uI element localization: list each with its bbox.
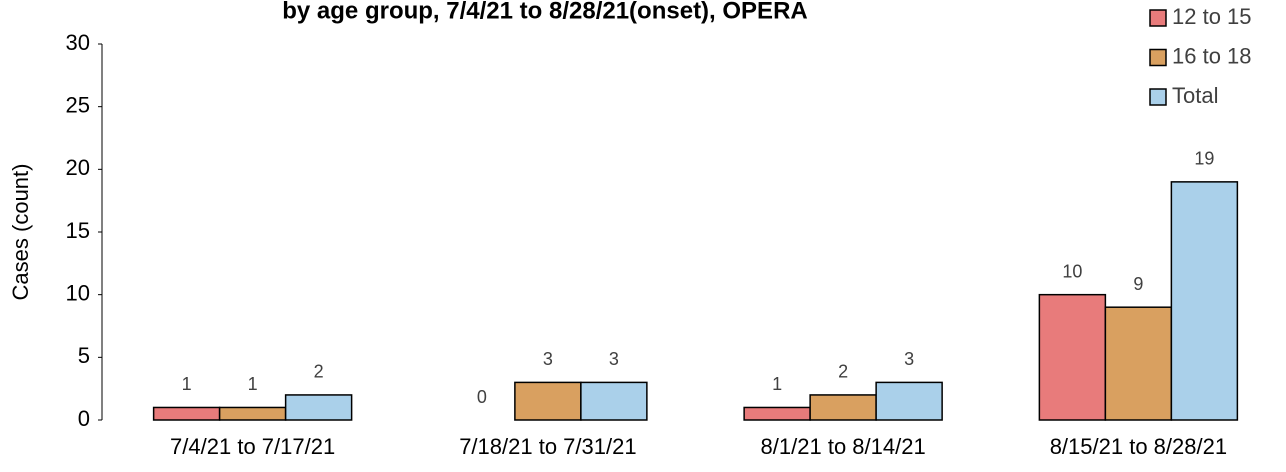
chart-title: by age group, 7/4/21 to 8/28/21(onset), … bbox=[282, 0, 807, 24]
legend-swatch bbox=[1149, 9, 1167, 27]
legend-label: Total bbox=[1172, 83, 1218, 108]
legend-label: 12 to 15 bbox=[1172, 4, 1252, 29]
bar bbox=[580, 381, 648, 421]
x-tick-label: 7/4/21 to 7/17/21 bbox=[170, 434, 335, 459]
legend-swatch bbox=[1149, 88, 1167, 106]
x-tick-label: 8/15/21 to 8/28/21 bbox=[1050, 434, 1227, 459]
y-tick-label: 30 bbox=[66, 30, 90, 55]
y-tick-label: 20 bbox=[66, 155, 90, 180]
bar bbox=[1104, 306, 1173, 421]
legend-swatch bbox=[1149, 48, 1167, 67]
y-tick-label: 5 bbox=[78, 343, 90, 368]
y-tick-label: 10 bbox=[66, 280, 90, 305]
bar bbox=[1170, 181, 1239, 421]
legend-label: 16 to 18 bbox=[1172, 43, 1252, 68]
x-tick-label: 7/18/21 to 7/31/21 bbox=[459, 434, 636, 459]
bar bbox=[809, 394, 877, 421]
y-tick-label: 0 bbox=[78, 406, 90, 431]
x-tick-label: 8/1/21 to 8/14/21 bbox=[761, 434, 926, 459]
data-label: 1 bbox=[772, 374, 782, 394]
data-label: 1 bbox=[248, 374, 258, 394]
y-axis-label: Cases (count) bbox=[8, 164, 33, 301]
data-label: 19 bbox=[1194, 149, 1214, 169]
data-label: 1 bbox=[182, 374, 192, 394]
data-label: 3 bbox=[609, 349, 619, 369]
data-label: 2 bbox=[838, 362, 848, 382]
bar bbox=[743, 406, 811, 421]
bar bbox=[284, 394, 353, 421]
data-label: 3 bbox=[543, 349, 553, 369]
bar bbox=[1038, 293, 1107, 421]
bar bbox=[514, 381, 582, 421]
y-tick-label: 25 bbox=[66, 92, 90, 117]
data-label: 10 bbox=[1062, 261, 1082, 281]
y-tick-label: 15 bbox=[66, 218, 90, 243]
data-label: 0 bbox=[477, 387, 487, 407]
data-label: 2 bbox=[314, 362, 324, 382]
bar bbox=[875, 381, 943, 421]
bar bbox=[152, 406, 221, 421]
data-label: 3 bbox=[904, 349, 914, 369]
data-label: 9 bbox=[1133, 274, 1143, 294]
bar bbox=[218, 406, 287, 421]
